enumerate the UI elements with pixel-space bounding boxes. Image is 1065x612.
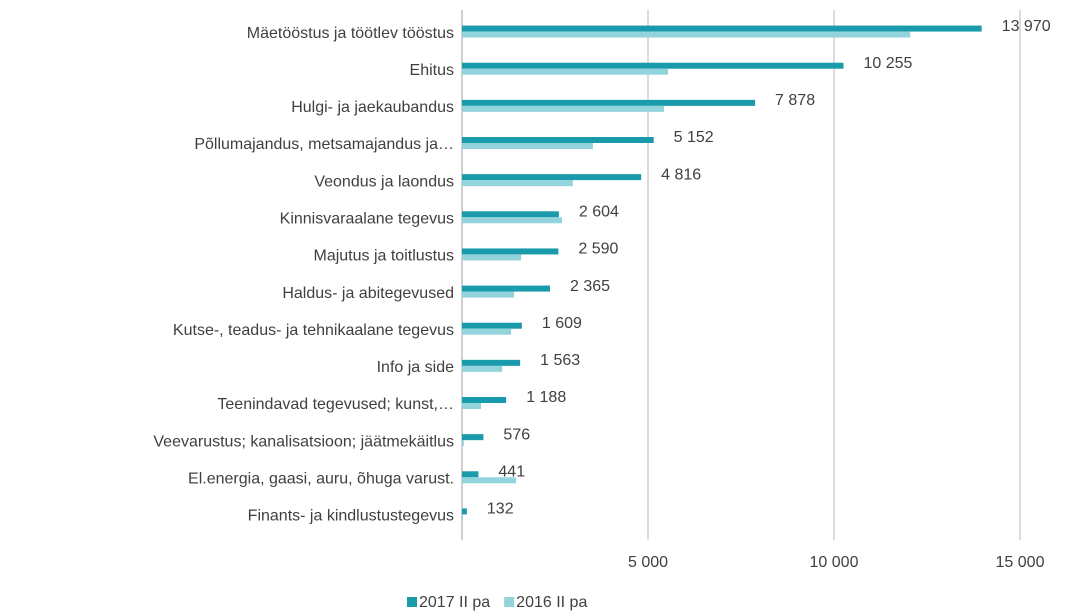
y-tick-label: Kutse-, teadus- ja tehnikaalane tegevus (173, 322, 454, 339)
y-tick-label: El.energia, gaasi, auru, õhuga varust. (188, 471, 454, 488)
bar (462, 440, 464, 447)
bar (462, 137, 654, 143)
value-label: 132 (487, 501, 514, 518)
value-label: 576 (503, 426, 530, 443)
value-label: 2 590 (578, 241, 618, 258)
value-label: 2 604 (579, 204, 619, 221)
bar (462, 62, 844, 69)
y-tick-label: Teenindavad tegevused; kunst,… (217, 396, 454, 413)
value-label: 1 188 (526, 389, 566, 406)
x-tick-label: 10 000 (810, 554, 859, 571)
bar (462, 180, 573, 187)
bar (462, 328, 512, 335)
bar (462, 254, 522, 261)
value-label: 5 152 (674, 129, 714, 146)
value-label: 13 970 (1002, 18, 1051, 35)
value-label: 441 (498, 464, 525, 481)
bar (462, 365, 503, 372)
bar (462, 322, 522, 329)
bar (462, 174, 642, 181)
y-tick-label: Veevarustus; kanalisatsioon; jäätmekäitl… (153, 433, 454, 450)
bar (462, 359, 521, 366)
value-label: 1 563 (540, 352, 580, 369)
value-label: 7 878 (775, 92, 815, 109)
legend-label: 2017 II pa (419, 594, 490, 611)
y-tick-label: Hulgi- ja jaekaubandus (291, 99, 454, 116)
bar (462, 397, 507, 403)
value-label: 2 365 (570, 278, 610, 295)
bar (462, 403, 481, 409)
bar (462, 285, 550, 292)
y-tick-label: Info ja side (377, 359, 454, 376)
bar (462, 211, 559, 218)
y-tick-label: Põllumajandus, metsamajandus ja… (194, 136, 454, 153)
x-tick-label: 15 000 (996, 554, 1045, 571)
bar (462, 99, 756, 106)
value-label: 1 609 (542, 315, 582, 332)
bar (462, 508, 467, 515)
bar (462, 291, 515, 298)
bar (462, 68, 669, 75)
legend-swatch (504, 597, 515, 607)
bar (462, 143, 593, 149)
y-tick-label: Majutus ja toitlustus (313, 248, 454, 265)
y-tick-label: Haldus- ja abitegevused (282, 285, 454, 302)
y-tick-label: Finants- ja kindlustustegevus (248, 508, 454, 525)
bar (462, 477, 516, 484)
bar (462, 434, 484, 441)
y-tick-label: Mäetööstus ja töötlev tööstus (247, 25, 454, 42)
bar (462, 31, 911, 38)
y-tick-label: Veondus ja laondus (314, 173, 454, 190)
legend-swatch (407, 597, 417, 607)
bar (462, 248, 559, 255)
bar (462, 514, 463, 521)
bar (462, 471, 479, 478)
value-label: 10 255 (863, 55, 912, 72)
bar (462, 217, 563, 224)
y-tick-label: Ehitus (410, 62, 454, 79)
bar (462, 25, 982, 32)
legend-label: 2016 II pa (516, 594, 587, 611)
value-label: 4 816 (661, 166, 701, 183)
bar (462, 105, 664, 112)
y-tick-label: Kinnisvaraalane tegevus (280, 211, 454, 228)
x-tick-label: 5 000 (628, 554, 668, 571)
